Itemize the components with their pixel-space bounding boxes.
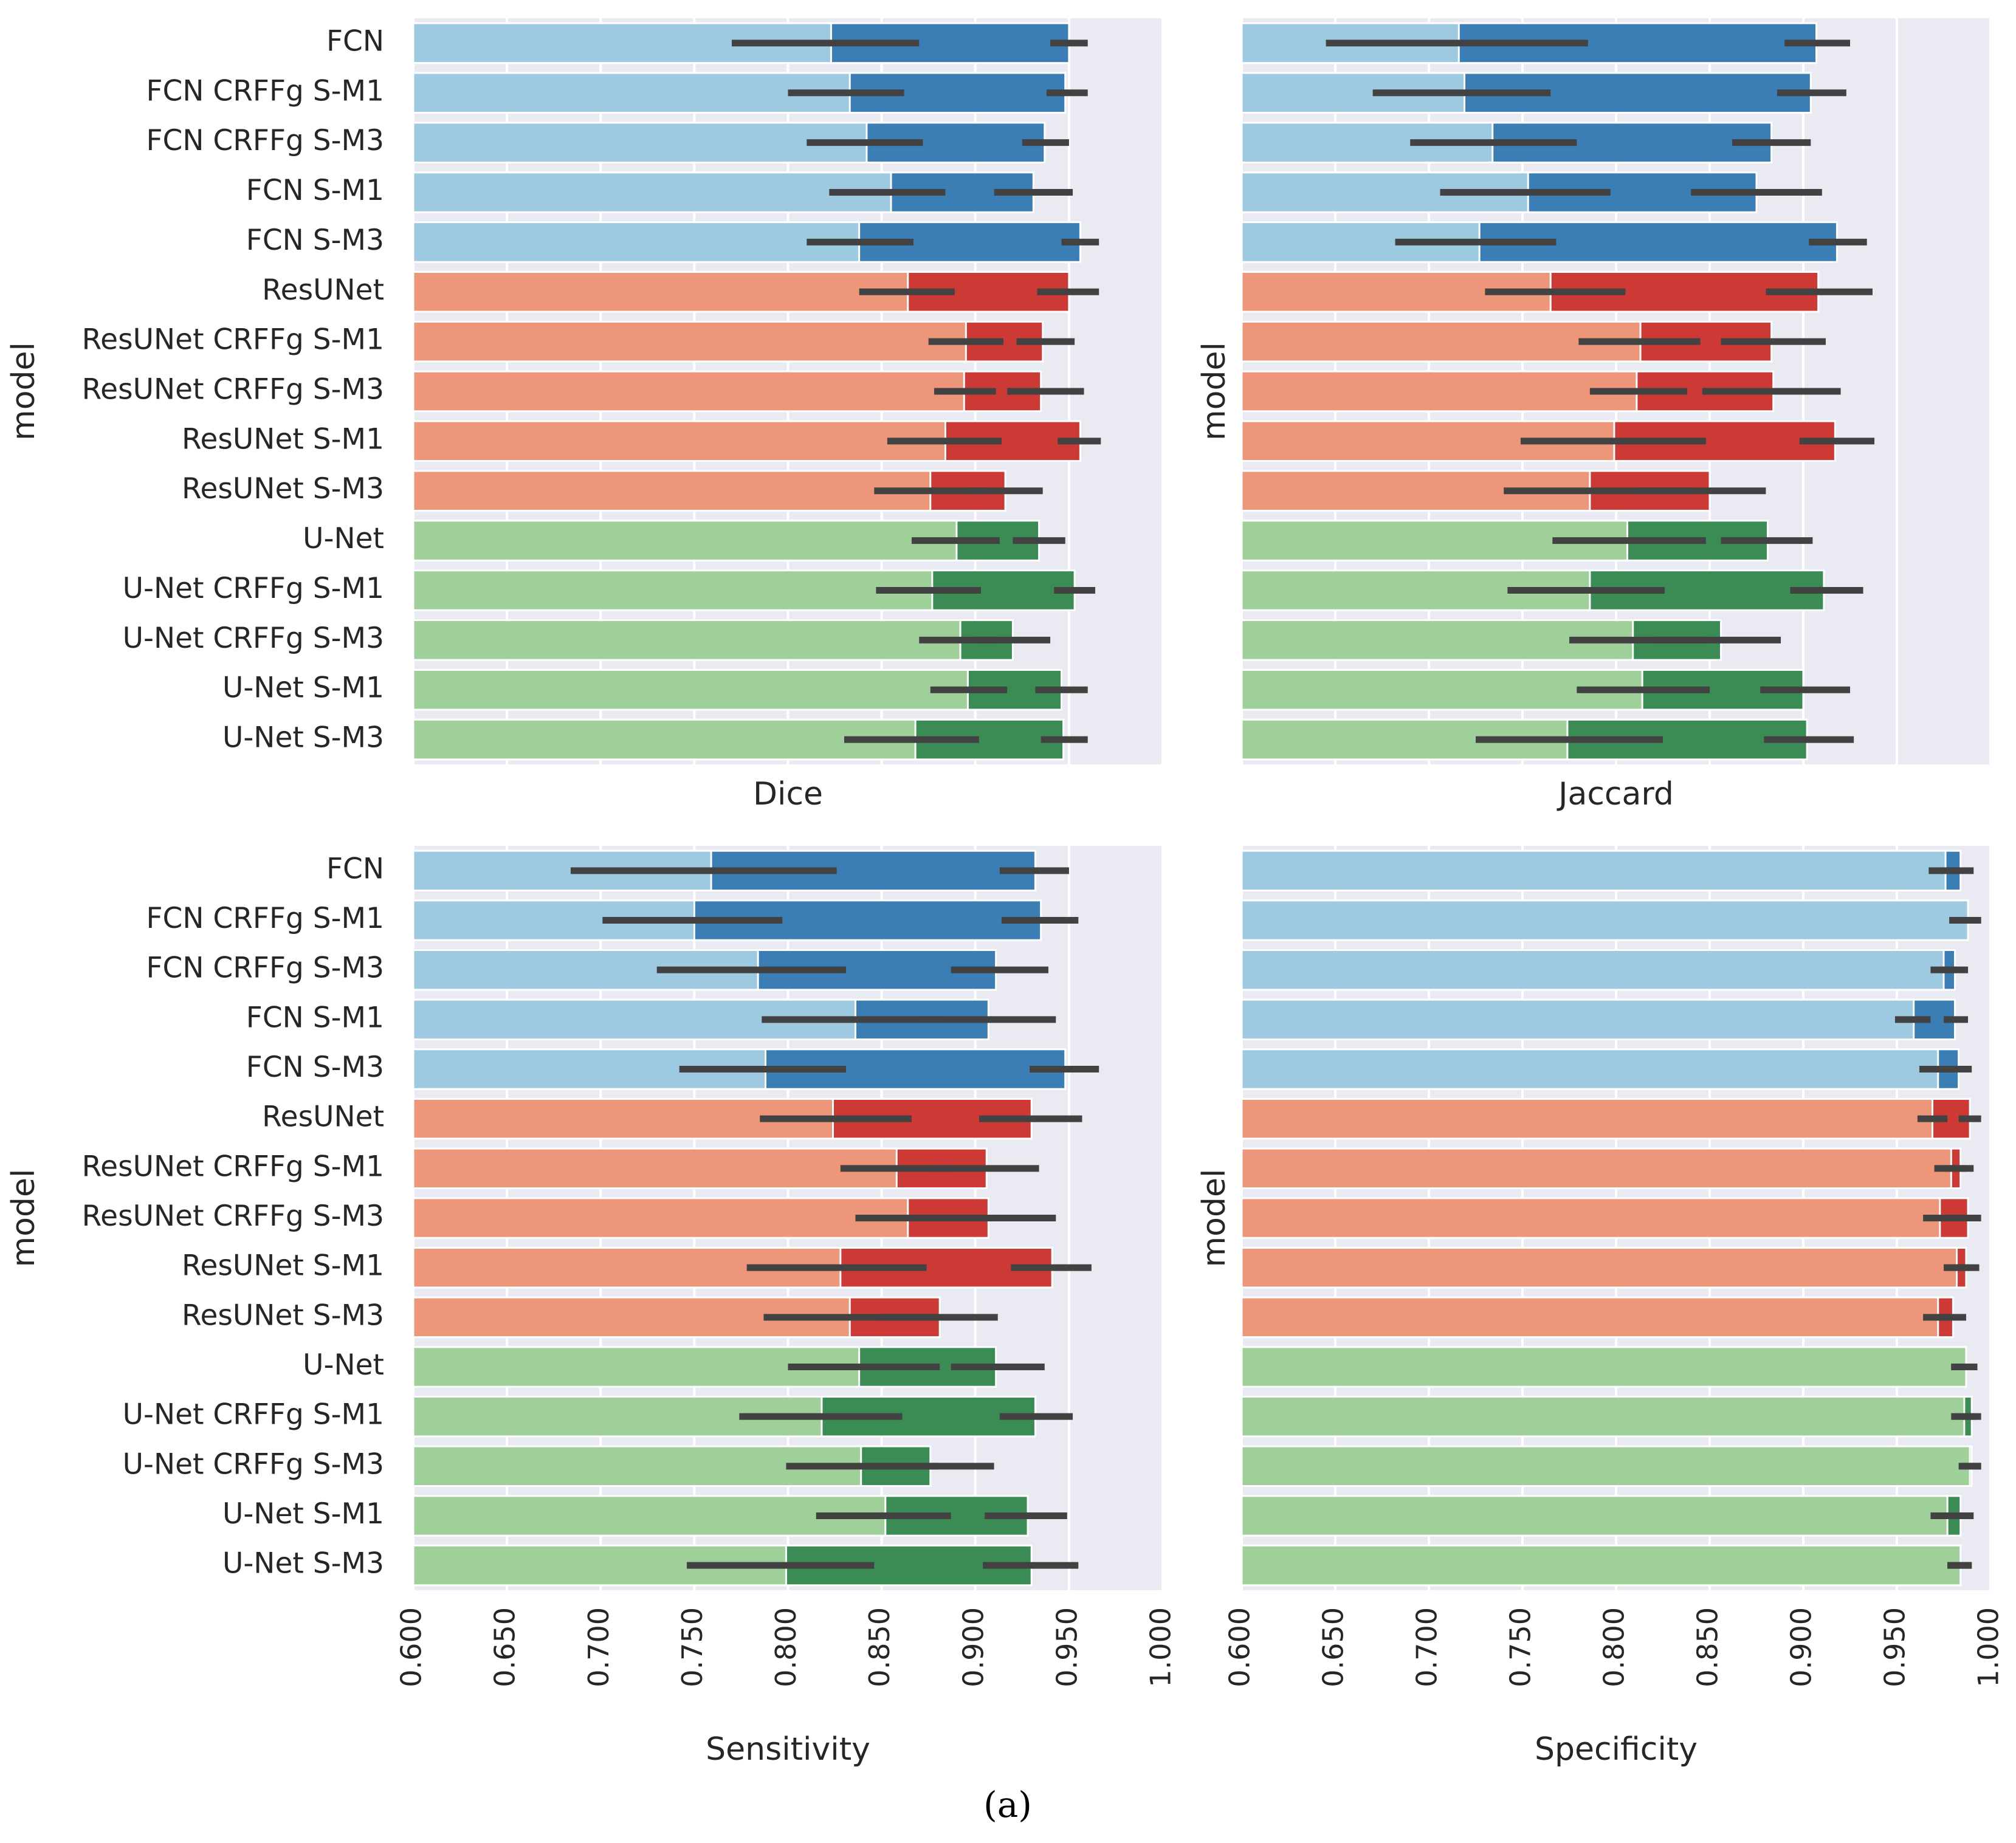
x-tick-label: 0.750 [676,1607,709,1687]
y-tick-label: ResUNet [262,273,384,307]
bar-light [412,718,917,761]
bar-light [1240,1495,1949,1537]
y-tick-label: FCN S-M1 [246,1001,384,1034]
bar-light [1240,1197,1941,1239]
bar-light [1240,1296,1939,1339]
panel-sensitivity: FCN FCN CRFFg S-M1 FCN CRFFg S-M3 FCN S-M1 F… [5,846,1177,1768]
x-tick-label: 0.950 [1879,1607,1911,1687]
x-tick-label: 0.800 [769,1607,802,1687]
bar-light [412,1147,898,1189]
bar-light [1240,668,1643,711]
x-tick-label: 0.750 [1504,1607,1537,1687]
y-tick-label: U-Net [303,522,384,555]
bar-light [1240,1545,1962,1587]
x-tick-label: 1.000 [1144,1607,1177,1687]
bar-light [412,619,962,661]
y-tick-label: FCN S-M3 [246,1051,384,1084]
bar-light [1240,1396,1966,1438]
y-tick-label: ResUNet S-M1 [182,1249,384,1283]
x-tick-label: 0.850 [1691,1607,1724,1687]
x-tick-label: 0.800 [1598,1607,1631,1687]
x-tick-label: 1.000 [1972,1607,2005,1687]
y-tick-label: FCN CRFFg S-M3 [146,952,384,985]
y-tick-label: ResUNet CRFFg S-M1 [82,1150,384,1183]
bar-light [412,370,965,413]
panel-dice: FCN FCN CRFFg S-M1 FCN CRFFg S-M3 FCN S-M1 F… [5,18,1164,812]
bar-light [412,470,932,512]
bar-light [412,320,967,363]
y-tick-label: FCN S-M3 [246,224,384,257]
panel-jaccard: model Jaccard [1196,18,1992,812]
x-axis-title: Jaccard [1557,776,1674,812]
x-tick-label: 0.700 [1411,1607,1443,1687]
x-tick-label: 0.950 [1050,1607,1083,1687]
y-tick-label: ResUNet [262,1100,384,1134]
y-tick-label: ResUNet S-M1 [182,422,384,456]
y-tick-label: U-Net [303,1348,384,1382]
y-axis-title: model [5,342,42,441]
x-tick-label: 0.650 [1317,1607,1350,1687]
bar-light [1240,998,1915,1040]
panels-group: FCN FCN CRFFg S-M1 FCN CRFFg S-M3 FCN S-M1 F… [5,18,2005,1768]
bar-light [412,171,892,213]
panel-specificity: model 0.600 0.650 0.700 0.750 0.800 0.850 0.900… [1196,846,2005,1768]
x-axis-title: Specificity [1535,1731,1698,1768]
figure-caption: (a) [983,1784,1032,1825]
y-tick-label: U-Net CRFFg S-M1 [123,1398,384,1432]
bar-light [1240,849,1947,891]
y-tick-label: U-Net S-M1 [222,1497,384,1531]
x-axis-title: Sensitivity [706,1731,870,1768]
bar-light [1240,1346,1967,1388]
bar-light [1240,619,1634,661]
y-axis-title: model [1196,1169,1233,1268]
y-tick-label: U-Net S-M3 [222,1547,384,1580]
y-tick-label: FCN CRFFg S-M1 [146,902,384,935]
bar-light [1240,1098,1934,1140]
y-tick-label: ResUNet S-M3 [182,1299,384,1332]
x-tick-label: 0.600 [395,1607,428,1687]
y-tick-label: U-Net S-M3 [222,721,384,755]
x-tick-label: 0.600 [1223,1607,1256,1687]
bar-light [412,668,969,711]
x-tick-label: 0.900 [957,1607,989,1687]
y-axis-title: model [1196,342,1233,441]
bar-light [1240,899,1969,941]
y-tick-label: FCN S-M1 [246,174,384,207]
bar-light [1240,370,1638,413]
y-tick-label: U-Net CRFFg S-M3 [123,622,384,655]
y-tick-label: U-Net CRFFg S-M1 [123,572,384,605]
y-tick-label: FCN [326,24,384,58]
bar-light [412,72,851,114]
bar-light [412,1346,861,1388]
y-tick-label: FCN CRFFg S-M3 [146,124,384,157]
bar-light [412,271,909,313]
y-tick-label: U-Net CRFFg S-M3 [123,1447,384,1481]
x-tick-label: 0.650 [489,1607,521,1687]
bar-light [412,1495,887,1537]
y-tick-label: ResUNet S-M3 [182,472,384,506]
y-tick-label: FCN CRFFg S-M1 [146,74,384,108]
bar-light [412,221,861,263]
x-tick-label: 0.700 [582,1607,615,1687]
bar-light [1240,949,1945,991]
bar-light [1240,1147,1952,1189]
bar-light [412,1197,909,1239]
y-tick-label: ResUNet CRFFg S-M1 [82,323,384,357]
bar-light [412,520,958,561]
y-tick-label: ResUNet CRFFg S-M3 [82,373,384,407]
x-tick-label: 0.850 [863,1607,896,1687]
bar-light [1240,1445,1971,1488]
bar-light [412,122,868,163]
y-tick-label: U-Net S-M1 [222,671,384,705]
bar-light [1240,1048,1939,1090]
bar-light [412,569,934,611]
y-axis-title: model [5,1169,42,1268]
x-axis-title: Dice [753,776,823,812]
y-tick-label: FCN [326,852,384,885]
bar-light [1240,1247,1958,1289]
bar-light [412,420,946,462]
x-tick-label: 0.900 [1785,1607,1818,1687]
y-tick-label: ResUNet CRFFg S-M3 [82,1199,384,1233]
